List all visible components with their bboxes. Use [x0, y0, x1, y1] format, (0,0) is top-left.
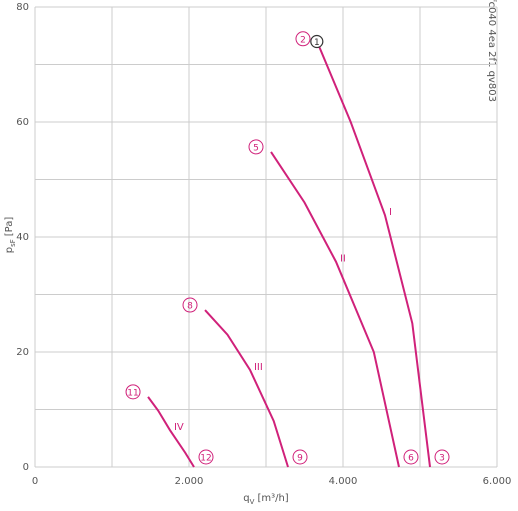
end-label-ring: [198, 449, 214, 465]
start-label: 2: [300, 35, 306, 45]
start-label: 5: [253, 143, 259, 153]
end-label: 3: [439, 454, 445, 464]
x-tick-label: 2.000: [175, 476, 204, 487]
end-label-ring: [434, 449, 450, 465]
end-label-ring: [403, 449, 419, 465]
y-tick-label: 40: [16, 232, 29, 243]
start-label-ring: [125, 384, 141, 400]
curve-name: IV: [174, 422, 184, 433]
y-tick-label: 0: [23, 462, 29, 473]
end-label: 6: [408, 454, 414, 464]
curve: [317, 43, 432, 468]
y-label-unit: [Pa]: [4, 217, 15, 237]
x-label-sub: V: [250, 498, 255, 506]
start-label-ring: [295, 31, 311, 47]
y-tick-label: 60: [16, 117, 29, 128]
end-label-ring: [292, 449, 308, 465]
x-tick-label: 0: [32, 476, 38, 487]
start-label-ring: [182, 297, 198, 313]
curve-name: III: [254, 362, 263, 373]
y-axis-label: psF [Pa]: [4, 217, 17, 254]
curve: [204, 309, 289, 468]
y-tick-label: 20: [16, 347, 29, 358]
side-note: fc040 4ea 2f1 qv803: [486, 0, 497, 102]
curve-name: II: [340, 254, 346, 265]
y-label-sub: sF: [9, 239, 17, 247]
start-label: 11: [127, 388, 138, 398]
start-label-ring: [248, 139, 264, 155]
y-tick-label: 80: [16, 2, 29, 13]
operating-point: [310, 34, 324, 49]
curve: [147, 396, 195, 468]
end-label: 12: [200, 454, 211, 464]
curve: [270, 151, 400, 468]
x-label-unit: [m³/h]: [257, 493, 288, 504]
end-label: 9: [297, 454, 303, 464]
x-tick-label: 4.000: [329, 476, 358, 487]
operating-point-label: 1: [314, 38, 320, 48]
start-label: 8: [187, 302, 193, 312]
x-tick-label: 6.000: [483, 476, 512, 487]
x-label-main: q: [243, 493, 249, 504]
y-label-main: p: [4, 247, 15, 253]
x-axis-label: qV [m³/h]: [243, 493, 289, 506]
curve-name: I: [389, 207, 392, 218]
